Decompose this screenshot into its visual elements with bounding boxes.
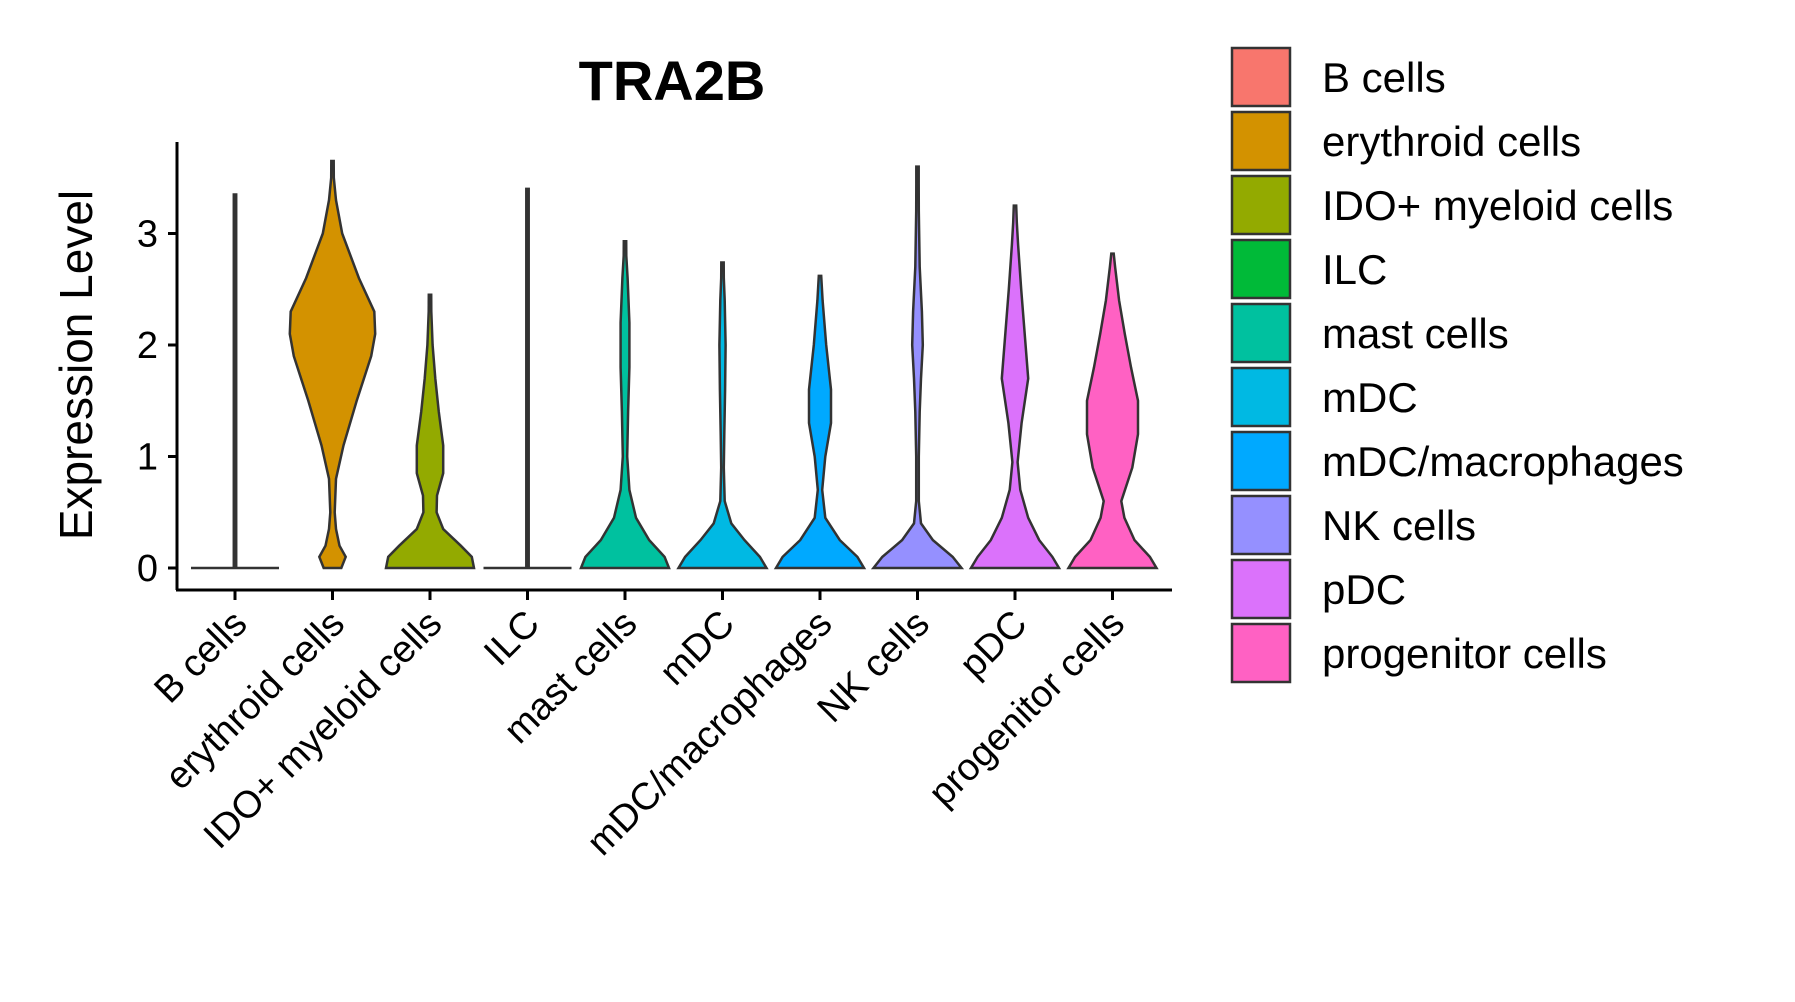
violin-mdc-macrophages <box>773 274 867 570</box>
legend-label-b-cells: B cells <box>1322 54 1446 101</box>
legend-label-progenitor-cells: progenitor cells <box>1322 630 1607 677</box>
y-tick-label-0: 0 <box>137 548 158 590</box>
violin-group <box>190 159 1159 570</box>
legend-swatch-nk-cells <box>1230 494 1292 556</box>
legend-label-mdc: mDC <box>1322 374 1418 421</box>
legend-label-ilc: ILC <box>1322 246 1387 293</box>
y-axis-label: Expression Level <box>50 190 102 540</box>
violin-ido-myeloid-cells <box>384 293 476 570</box>
legend-swatch-ido-myeloid-cells <box>1230 174 1292 236</box>
legend-label-pdc: pDC <box>1322 566 1406 613</box>
legend-swatch-ilc <box>1230 238 1292 300</box>
legend-swatch-erythroid-cells <box>1230 110 1292 172</box>
violin-erythroid-cells <box>288 159 377 570</box>
legend-swatch-mast-cells <box>1230 302 1292 364</box>
violin-mdc <box>676 261 769 570</box>
legend-swatch-mdc <box>1230 366 1292 428</box>
violin-pdc <box>968 204 1062 570</box>
violin-b-cells <box>190 193 280 570</box>
y-ticks: 0 1 2 3 <box>137 214 177 590</box>
y-tick-label-2: 2 <box>137 325 158 367</box>
legend-swatch-progenitor-cells <box>1230 622 1292 684</box>
violin-mast-cells <box>579 240 671 570</box>
legend-swatch-mdc-macrophages <box>1230 430 1292 492</box>
legend-label-mast-cells: mast cells <box>1322 310 1509 357</box>
legend-label-erythroid-cells: erythroid cells <box>1322 118 1581 165</box>
legend-label-mdc-macrophages: mDC/macrophages <box>1322 438 1684 485</box>
legend-swatch-b-cells <box>1230 46 1292 108</box>
legend-label-ido-myeloid-cells: IDO+ myeloid cells <box>1322 182 1673 229</box>
y-tick-label-1: 1 <box>137 437 158 479</box>
chart-title: TRA2B <box>579 49 766 112</box>
violin-nk-cells <box>870 165 965 570</box>
x-tick-label-pdc: pDC <box>952 603 1035 686</box>
y-tick-label-3: 3 <box>137 214 158 256</box>
violin-progenitor-cells <box>1066 252 1159 570</box>
x-tick-label-mdc: mDC <box>652 603 743 694</box>
legend: B cells erythroid cells IDO+ myeloid cells… <box>1230 46 1684 684</box>
legend-swatch-pdc <box>1230 558 1292 620</box>
legend-label-nk-cells: NK cells <box>1322 502 1476 549</box>
violin-ilc <box>483 187 572 570</box>
x-tick-label-ilc: ILC <box>476 603 548 675</box>
